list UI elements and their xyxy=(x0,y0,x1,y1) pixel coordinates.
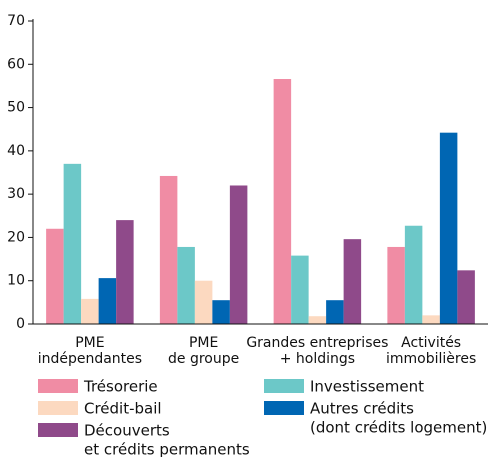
legend-label: Découverts xyxy=(84,422,170,440)
bar xyxy=(177,246,195,324)
legend-label: Autres crédits xyxy=(310,400,414,418)
bar xyxy=(273,79,292,324)
x-tick-label: Grandes entreprises xyxy=(246,335,388,351)
y-tick-label: 10 xyxy=(7,273,25,289)
y-tick-label: 50 xyxy=(7,100,25,116)
bar xyxy=(212,300,230,324)
y-tick-label: 70 xyxy=(7,13,25,29)
x-tick-label: immobilières xyxy=(386,351,476,367)
x-tick-label: indépendantes xyxy=(38,351,142,367)
y-tick-label: 0 xyxy=(16,316,25,332)
bar xyxy=(439,132,458,324)
bar xyxy=(404,225,423,324)
legend-swatch xyxy=(38,379,78,393)
bar xyxy=(194,280,213,324)
legend-swatch xyxy=(264,379,304,393)
legend-swatch xyxy=(264,401,304,415)
bar xyxy=(308,316,327,324)
legend-label: Trésorerie xyxy=(83,378,158,396)
bar xyxy=(343,239,362,324)
legend-label: et crédits permanents xyxy=(84,441,250,458)
bar xyxy=(81,298,99,324)
bar xyxy=(387,246,405,324)
legend-swatch xyxy=(38,423,78,437)
bar xyxy=(422,315,440,324)
legend-swatch xyxy=(38,401,78,415)
bar xyxy=(291,255,309,324)
y-tick-label: 40 xyxy=(7,143,25,159)
bar xyxy=(98,278,117,324)
bar xyxy=(457,270,475,324)
bar xyxy=(116,220,134,324)
y-tick-label: 30 xyxy=(7,186,25,202)
y-tick-label: 60 xyxy=(7,56,25,72)
bar xyxy=(326,300,344,324)
x-tick-label: Activités xyxy=(401,335,461,351)
legend-label: (dont crédits logement) xyxy=(310,419,487,437)
bar xyxy=(46,228,64,324)
bar xyxy=(159,175,178,324)
bar xyxy=(229,185,248,324)
x-tick-label: PME xyxy=(75,335,104,351)
x-tick-label: + holdings xyxy=(280,351,355,367)
y-tick-label: 20 xyxy=(7,229,25,245)
bar xyxy=(63,163,82,324)
x-tick-label: de groupe xyxy=(168,351,239,367)
legend-label: Investissement xyxy=(310,378,424,396)
legend-label: Crédit-bail xyxy=(84,400,162,418)
x-tick-label: PME xyxy=(189,335,218,351)
